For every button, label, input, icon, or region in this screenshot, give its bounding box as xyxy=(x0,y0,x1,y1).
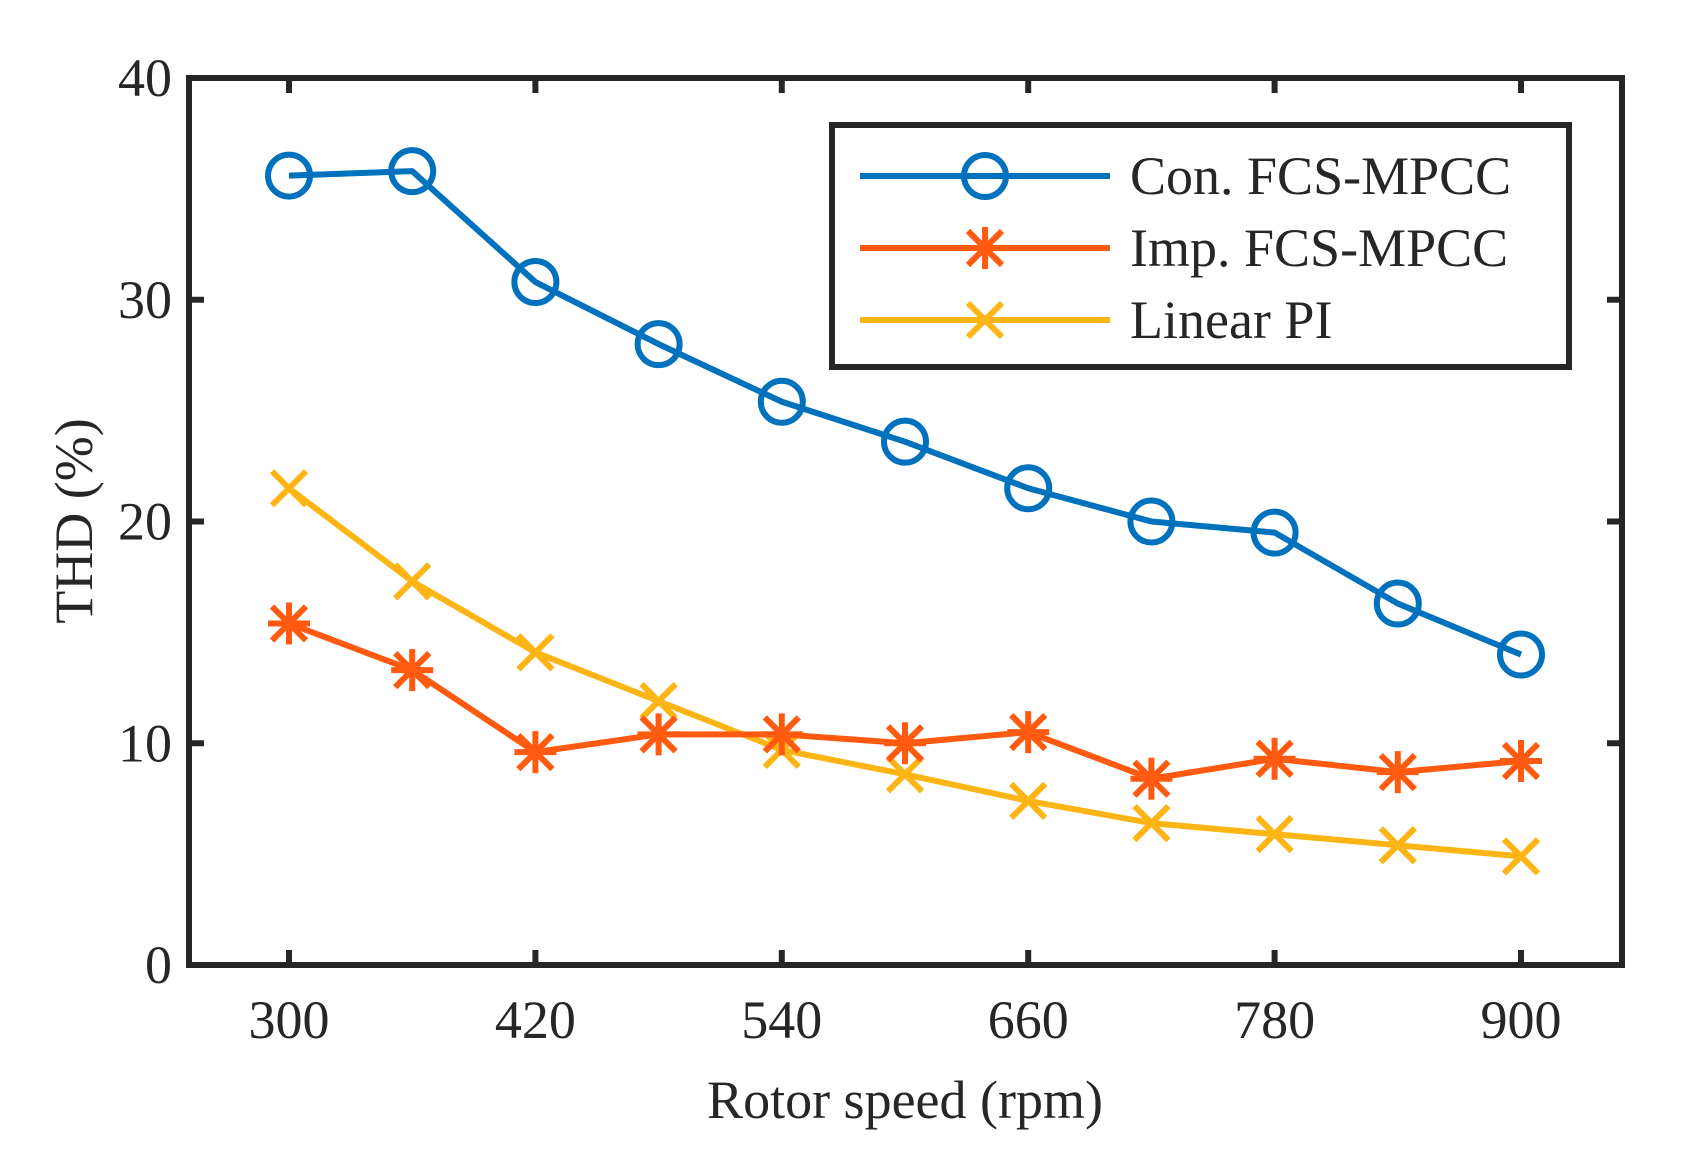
circle-marker xyxy=(757,377,806,426)
series-imp-fcs-mpcc xyxy=(268,602,1542,800)
asterisk-marker xyxy=(391,649,434,692)
data-point xyxy=(1132,803,1171,843)
data-point xyxy=(391,649,434,692)
x-marker xyxy=(393,562,432,601)
x-tick-label: 540 xyxy=(741,990,822,1050)
x-marker xyxy=(269,469,309,508)
asterisk-marker xyxy=(1376,751,1419,794)
circle-marker xyxy=(1497,630,1545,679)
asterisk-marker xyxy=(1253,737,1296,780)
data-point xyxy=(1500,739,1542,782)
x-tick-label: 900 xyxy=(1481,990,1562,1050)
circle-marker xyxy=(961,152,1009,200)
data-point xyxy=(1009,781,1048,821)
x-marker xyxy=(639,681,678,721)
series-line xyxy=(287,485,1522,860)
data-point xyxy=(1127,497,1176,546)
x-axis-label: Rotor speed (rpm) xyxy=(707,1070,1103,1130)
data-point xyxy=(269,469,309,508)
data-point xyxy=(639,681,678,721)
data-point xyxy=(1253,737,1296,780)
data-point xyxy=(268,602,310,645)
asterisk-marker xyxy=(268,602,310,645)
series-linear-pi xyxy=(269,469,1541,876)
legend-label: Linear PI xyxy=(1130,290,1332,350)
x-marker xyxy=(1378,826,1417,865)
x-marker xyxy=(1009,781,1048,821)
data-point xyxy=(265,151,313,200)
x-marker xyxy=(1501,837,1541,876)
asterisk-marker xyxy=(884,722,926,765)
data-point xyxy=(760,713,803,756)
x-tick-label: 660 xyxy=(988,990,1069,1050)
data-point xyxy=(516,633,555,672)
data-point xyxy=(514,731,557,774)
x-marker xyxy=(885,755,925,794)
plot-marks xyxy=(265,147,1545,876)
data-point xyxy=(881,417,929,466)
data-point xyxy=(388,147,437,196)
circle-marker xyxy=(634,320,683,369)
data-point xyxy=(634,320,683,369)
x-tick-label: 300 xyxy=(249,990,330,1050)
y-tick-label: 0 xyxy=(145,935,172,995)
data-point xyxy=(1255,815,1294,854)
x-marker xyxy=(516,633,555,672)
circle-marker xyxy=(1127,497,1176,546)
circle-marker xyxy=(265,151,313,200)
legend-item: Linear PI xyxy=(860,290,1332,350)
circle-marker xyxy=(1250,508,1299,557)
asterisk-marker xyxy=(514,731,557,774)
x-marker xyxy=(1132,803,1171,843)
data-point xyxy=(1497,630,1545,679)
data-point xyxy=(1501,837,1541,876)
data-point xyxy=(511,258,560,307)
y-tick-label: 10 xyxy=(118,713,172,773)
x-tick-label: 420 xyxy=(495,990,576,1050)
data-point xyxy=(1007,711,1050,754)
series-con-fcs-mpcc xyxy=(265,147,1545,679)
data-point xyxy=(1130,757,1173,800)
data-point xyxy=(884,722,926,765)
legend: Con. FCS-MPCC Imp. FCS-MPCC Linear PI xyxy=(829,122,1572,370)
asterisk-marker xyxy=(760,713,803,756)
data-point xyxy=(393,562,432,601)
legend-item: Con. FCS-MPCC xyxy=(860,146,1511,206)
circle-marker xyxy=(511,258,560,307)
data-point xyxy=(757,377,806,426)
data-point xyxy=(1378,826,1417,865)
legend-label: Con. FCS-MPCC xyxy=(1130,146,1511,206)
circle-marker xyxy=(388,147,437,196)
legend-label: Imp. FCS-MPCC xyxy=(1130,218,1508,278)
asterisk-marker xyxy=(1007,711,1050,754)
series-line xyxy=(288,168,1523,658)
y-tick-label: 20 xyxy=(118,492,172,552)
data-point xyxy=(1250,508,1299,557)
axis-ticks: 300 420 540 660 780 900 0 10 20 30 40 xyxy=(118,48,1622,1050)
asterisk-marker xyxy=(637,713,680,756)
circle-marker xyxy=(881,417,929,466)
circle-marker xyxy=(1004,464,1053,513)
asterisk-marker xyxy=(1500,739,1542,782)
legend-item: Imp. FCS-MPCC xyxy=(860,218,1508,278)
data-point xyxy=(1376,751,1419,794)
data-point xyxy=(1373,579,1422,628)
asterisk-marker xyxy=(1130,757,1173,800)
circle-marker xyxy=(1373,579,1422,628)
y-tick-label: 30 xyxy=(118,270,172,330)
x-marker xyxy=(1255,815,1294,854)
data-point xyxy=(885,755,925,794)
y-axis-label: THD (%) xyxy=(44,418,104,623)
y-tick-label: 40 xyxy=(118,48,172,108)
data-point xyxy=(1004,464,1053,513)
asterisk-marker xyxy=(964,227,1006,269)
data-point xyxy=(637,713,680,756)
x-tick-label: 780 xyxy=(1234,990,1315,1050)
x-marker xyxy=(965,300,1005,340)
